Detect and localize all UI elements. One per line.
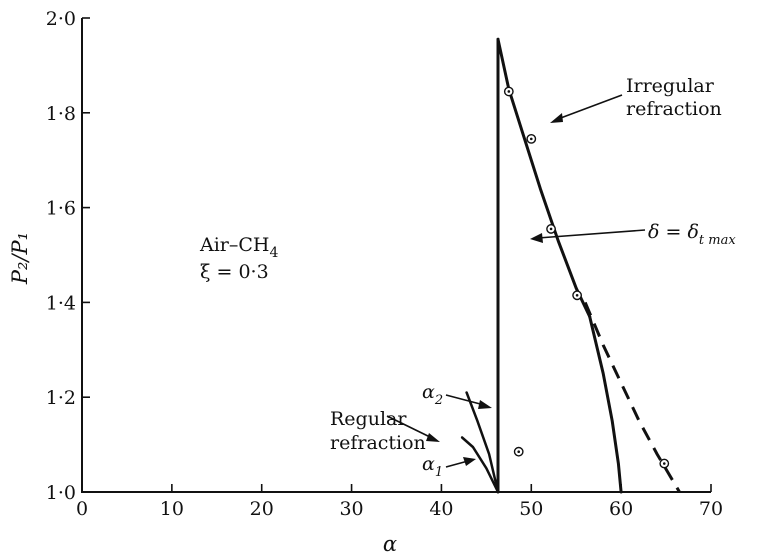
data-point — [659, 458, 670, 469]
x-tick-label: 30 — [339, 498, 363, 520]
data-point — [526, 133, 537, 144]
data-point — [513, 446, 524, 457]
annotations: Air–CH4 ξ = 0·3 Irregular refraction δ =… — [199, 75, 736, 480]
series-line — [588, 315, 623, 494]
data-point-center — [507, 90, 511, 93]
delta-arrow — [537, 229, 646, 239]
series-line — [465, 391, 500, 494]
x-tick-label: 70 — [699, 498, 723, 520]
regular-arrow — [386, 415, 433, 439]
alpha2-arrow — [445, 394, 485, 406]
regular-arrowhead — [426, 433, 440, 442]
y-axis-title: P₂/P₁ — [8, 232, 32, 285]
y-tick-label: 1·8 — [46, 103, 76, 125]
series-line — [460, 436, 500, 494]
ticks: 0 10 20 30 40 50 60 70 1·0 1·2 1·4 1·6 1·8 2·0 — [46, 8, 723, 520]
x-tick-label: 20 — [250, 498, 274, 520]
x-tick-label: 40 — [429, 498, 453, 520]
regular-label-line1: Regular — [330, 408, 407, 430]
alpha2-arrowhead — [478, 400, 492, 409]
data-point-center — [575, 293, 579, 297]
alpha1-label: α1 — [422, 453, 443, 480]
y-tick-label: 1·4 — [46, 292, 76, 314]
y-tick-label: 1·0 — [46, 482, 76, 504]
data-point — [572, 290, 583, 301]
delta-arrowhead — [530, 233, 543, 243]
alpha1-arrow — [445, 460, 469, 468]
points — [503, 86, 670, 469]
irregular-label-line1: Irregular — [626, 75, 715, 97]
data-point-center — [529, 137, 533, 141]
data-point-center — [549, 227, 553, 231]
data-point — [503, 86, 514, 97]
data-point-center — [662, 462, 666, 465]
x-axis-title: α — [383, 532, 397, 556]
x-tick-label: 50 — [519, 498, 543, 520]
x-tick-label: 60 — [609, 498, 633, 520]
delta-label: δ = δt max — [648, 221, 736, 248]
irregular-label-line2: refraction — [626, 98, 722, 120]
series-line — [496, 37, 592, 319]
alpha2-label: α2 — [422, 381, 443, 408]
data-point-center — [517, 450, 521, 454]
data-point — [546, 224, 556, 234]
y-tick-label: 1·6 — [46, 198, 76, 220]
regular-label-line2: refraction — [330, 432, 426, 454]
x-tick-label: 10 — [160, 498, 184, 520]
irregular-arrow — [557, 94, 623, 120]
x-tick-label: 0 — [76, 498, 88, 520]
mixture-label: Air–CH4 — [199, 234, 279, 261]
y-tick-label: 2·0 — [46, 8, 76, 30]
irregular-arrowhead — [550, 113, 563, 123]
alpha1-arrowhead — [463, 457, 476, 466]
xi-label: ξ = 0·3 — [200, 261, 269, 283]
y-tick-label: 1·2 — [46, 387, 76, 409]
